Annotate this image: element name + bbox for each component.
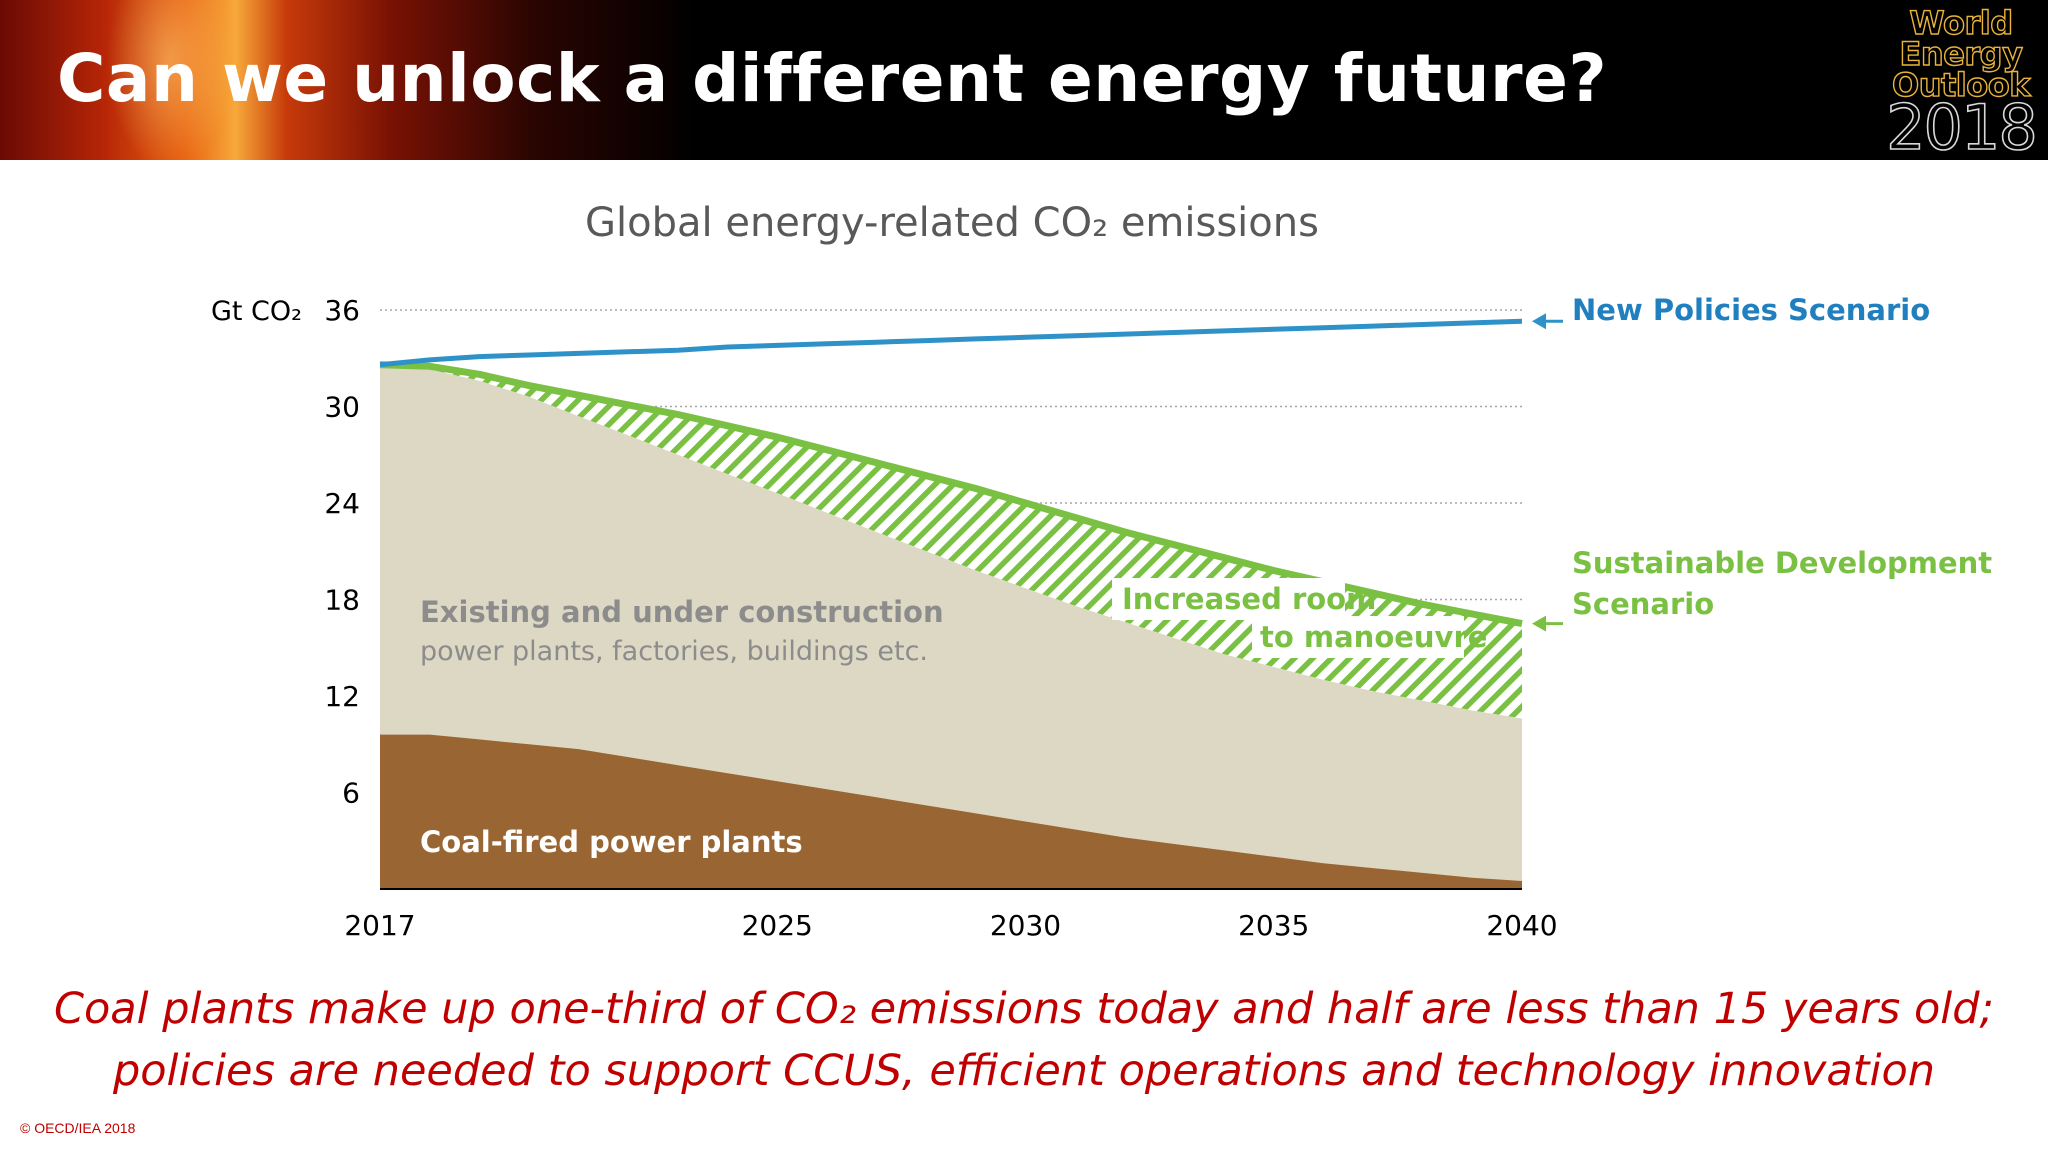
x-tick-label-2025: 2025 — [742, 909, 813, 942]
x-tick-label-2017: 2017 — [344, 909, 415, 942]
caption-line-2: policies are needed to support CCUS, eff… — [112, 1046, 1936, 1096]
y-tick-label-6: 6 — [342, 777, 360, 810]
new-policies-arrow — [1532, 313, 1563, 330]
y-tick-label-18: 18 — [324, 584, 360, 617]
y-tick-label-30: 30 — [324, 391, 360, 424]
room-to-manoeuvre-area — [380, 364, 1522, 719]
y-axis-label: Gt CO₂ — [211, 296, 302, 327]
areas — [380, 364, 1522, 889]
weo-logo: World Energy Outlook 2018 — [1885, 4, 2038, 164]
room-label-bg-1 — [1112, 578, 1345, 620]
caption-line-1: Coal plants make up one-third of CO₂ emi… — [53, 984, 1995, 1034]
new-policies-label: New Policies Scenario — [1572, 293, 1930, 327]
axes: 6 12 18 24 30 36 2017 2025 2030 2035 2040 — [324, 294, 1557, 942]
emissions-chart: Global energy-related CO₂ emissions Gt C… — [211, 200, 1992, 942]
new-policies-line — [379, 318, 1523, 368]
coal-area — [380, 734, 1522, 889]
chart-title: Global energy-related CO₂ emissions — [585, 200, 1319, 246]
existing-area — [380, 364, 1522, 889]
slide-title: Can we unlock a different energy future? — [57, 40, 1608, 117]
copyright: © OECD/IEA 2018 — [20, 1120, 136, 1136]
y-tick-label-24: 24 — [324, 487, 360, 520]
existing-label: Existing and under construction — [420, 595, 944, 629]
chart-annotations: Existing and under construction power pl… — [420, 293, 1992, 859]
coal-label: Coal-fired power plants — [420, 825, 803, 859]
logo-year: 2018 — [1885, 91, 2038, 164]
logo-word-outlook: Outlook — [1891, 66, 2031, 104]
room-label-line2: to manoeuvre — [1260, 620, 1487, 654]
title-banner — [0, 0, 2048, 160]
x-tick-label-2040: 2040 — [1486, 909, 1557, 942]
x-tick-label-2035: 2035 — [1238, 909, 1309, 942]
sds-arrow — [1532, 615, 1563, 632]
sds-label-line1: Sustainable Development — [1572, 546, 1992, 580]
y-tick-label-36: 36 — [324, 294, 360, 327]
existing-sublabel: power plants, factories, buildings etc. — [420, 636, 928, 667]
sds-label-line2: Scenario — [1572, 587, 1714, 621]
y-tick-label-12: 12 — [324, 680, 360, 713]
logo-word-energy: Energy — [1899, 35, 2024, 73]
x-tick-label-2030: 2030 — [990, 909, 1061, 942]
logo-word-world: World — [1909, 4, 2014, 42]
room-label-line1: Increased room — [1122, 582, 1376, 616]
room-label-bg-2 — [1252, 616, 1464, 658]
